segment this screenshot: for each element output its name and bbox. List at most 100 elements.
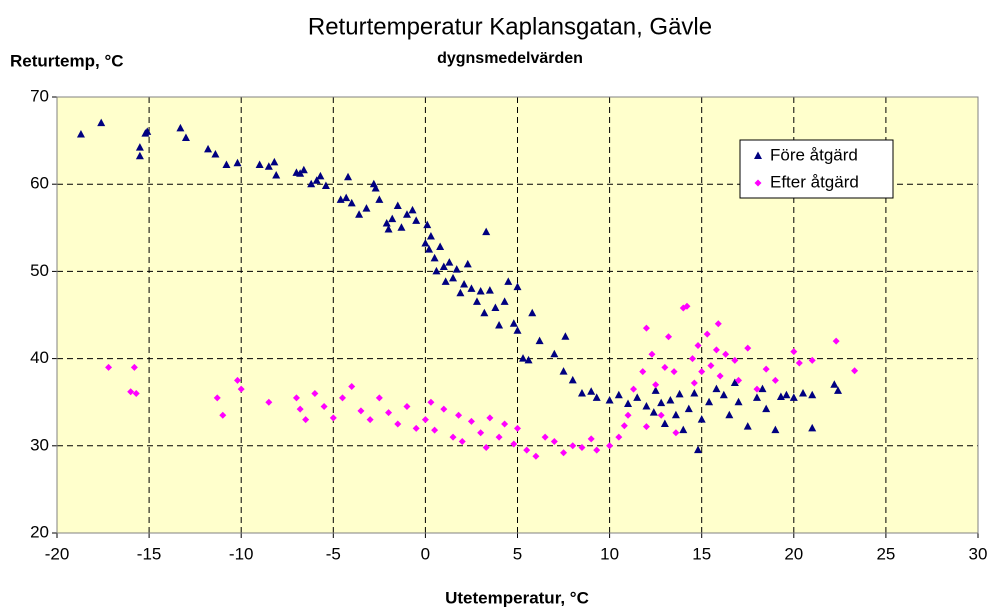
point — [449, 273, 458, 282]
point — [624, 411, 632, 419]
point — [513, 326, 522, 334]
point — [771, 376, 779, 384]
x-tick-label: -10 — [229, 544, 254, 563]
point — [735, 376, 743, 384]
point — [832, 337, 840, 345]
point — [642, 324, 650, 332]
point — [559, 367, 568, 375]
point — [105, 363, 113, 371]
point — [486, 414, 494, 422]
point — [642, 402, 651, 410]
point — [753, 385, 761, 393]
point — [375, 195, 384, 203]
point — [482, 227, 491, 236]
legend-box — [739, 139, 894, 199]
point — [491, 303, 500, 312]
point — [222, 160, 231, 169]
x-tick-label: 10 — [600, 544, 619, 563]
point — [384, 225, 393, 233]
point — [651, 386, 660, 394]
y-tick-label: 60 — [30, 174, 49, 193]
point — [550, 437, 558, 445]
x-tick-label: -20 — [45, 544, 70, 563]
point — [712, 384, 721, 393]
point — [799, 388, 808, 397]
point — [366, 416, 374, 424]
point — [648, 350, 656, 358]
point — [532, 452, 540, 460]
point — [132, 389, 140, 397]
point — [593, 446, 601, 454]
point — [412, 216, 421, 224]
point — [569, 442, 577, 450]
point — [698, 368, 706, 376]
point — [394, 420, 402, 428]
point — [688, 355, 696, 363]
point — [639, 368, 647, 376]
point — [671, 410, 680, 419]
x-tick-label: 5 — [513, 544, 522, 563]
x-tick-label: 25 — [876, 544, 895, 563]
point — [402, 210, 411, 218]
x-tick-label: 15 — [692, 544, 711, 563]
point — [519, 354, 528, 362]
point — [439, 262, 448, 271]
point — [707, 362, 715, 370]
point — [633, 393, 642, 401]
chart-title: Returtemperatur Kaplansgatan, Gävle — [308, 13, 712, 40]
point — [348, 383, 356, 391]
point — [403, 403, 411, 411]
point — [771, 425, 780, 434]
point — [76, 129, 85, 138]
point — [458, 437, 466, 445]
point — [561, 332, 570, 340]
point — [427, 398, 435, 406]
x-tick-label: -15 — [137, 544, 162, 563]
point — [436, 242, 445, 250]
point — [495, 320, 504, 329]
point — [652, 381, 660, 389]
point — [683, 302, 691, 310]
point — [344, 172, 353, 181]
point — [670, 368, 678, 376]
point — [264, 162, 273, 170]
point — [578, 444, 586, 452]
point — [605, 395, 614, 404]
point — [642, 423, 650, 431]
point — [127, 388, 135, 396]
point — [463, 259, 472, 268]
point — [393, 201, 402, 209]
point — [550, 349, 559, 358]
y-tick-label: 30 — [30, 435, 49, 454]
point — [355, 210, 364, 218]
point — [808, 390, 817, 399]
point — [430, 253, 439, 262]
point — [587, 387, 596, 395]
point — [412, 424, 420, 432]
point — [524, 355, 533, 364]
point — [441, 277, 450, 285]
point — [500, 297, 509, 305]
point — [342, 193, 351, 202]
point — [697, 415, 706, 423]
point — [408, 205, 417, 214]
point — [234, 376, 242, 384]
legend-label: Efter åtgärd — [770, 172, 859, 191]
x-tick-label: -5 — [326, 544, 341, 563]
y-tick-label: 20 — [30, 522, 49, 541]
point — [719, 390, 728, 399]
point — [851, 367, 859, 375]
point — [606, 442, 614, 450]
point — [789, 393, 798, 401]
point — [255, 160, 264, 169]
point — [510, 440, 518, 448]
point — [312, 176, 321, 184]
point — [316, 171, 325, 180]
point — [762, 404, 771, 413]
point — [657, 398, 666, 407]
x-tick-label: 30 — [969, 544, 988, 563]
point — [440, 405, 448, 413]
point — [477, 429, 485, 437]
point — [135, 151, 144, 160]
point — [204, 144, 213, 153]
